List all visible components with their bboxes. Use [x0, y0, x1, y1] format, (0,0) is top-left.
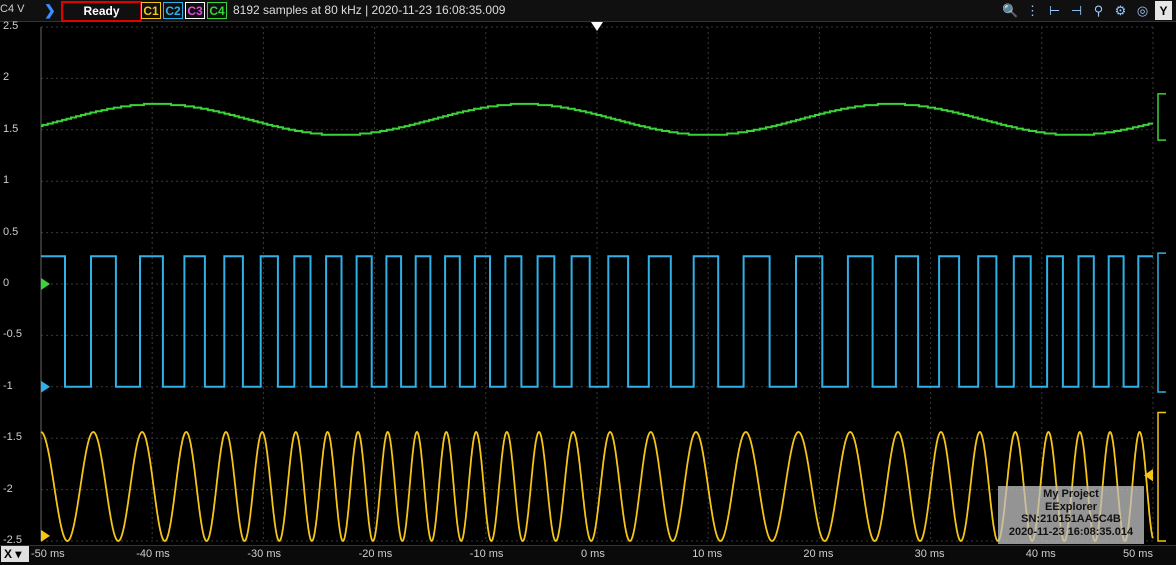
x-tick-label: -30 ms: [247, 548, 282, 560]
y-tick-label: 1.5: [3, 122, 19, 135]
c2-range-bracket: [1157, 252, 1166, 393]
y-tick-label: -1: [3, 379, 13, 392]
cursor-icon[interactable]: ⋮: [1026, 2, 1039, 18]
channel-c4-button[interactable]: C4: [207, 2, 227, 19]
acquisition-info: 8192 samples at 80 kHz | 2020-11-23 16:0…: [233, 3, 506, 17]
y-tick-label: -0.5: [3, 328, 22, 341]
c2-ground-marker-icon[interactable]: [41, 380, 50, 393]
trace-c2: [41, 255, 1153, 388]
zoom-in-icon[interactable]: 🔍: [1002, 2, 1019, 18]
traces: [40, 102, 1154, 542]
zoom-icon[interactable]: ⚲: [1093, 2, 1104, 18]
x-tick-label: -50 ms: [31, 548, 65, 560]
y-tick-label: -2.5: [3, 534, 22, 546]
channel-c1-button[interactable]: C1: [141, 2, 161, 19]
channel-c3-button[interactable]: C3: [185, 2, 205, 19]
target-icon[interactable]: ◎: [1136, 2, 1149, 18]
trace-c4: [41, 102, 1153, 136]
y-tick-label: 2.5: [3, 20, 19, 32]
toolbar: C4 V ❯ Ready C1 C2 C3 C4 8192 samples at…: [0, 0, 1176, 22]
x-tick-label: 0 ms: [581, 548, 605, 560]
x-tick-label: 50 ms: [1123, 548, 1153, 560]
device-watermark: My Project EExplorer SN:210151AA5C4B 202…: [998, 486, 1144, 544]
watermark-project: My Project: [1043, 488, 1099, 500]
channel-markers: [41, 22, 1166, 542]
x-selector-label: X: [4, 547, 13, 561]
trigger-marker-icon[interactable]: [591, 22, 603, 31]
watermark-app: EExplorer: [1045, 500, 1097, 513]
run-arrow-icon[interactable]: ❯: [44, 2, 56, 18]
plot-area[interactable]: [0, 22, 1176, 545]
channel-c2-button[interactable]: C2: [163, 2, 183, 19]
tool-group: 🔍 ⋮ ⊢ ⊣ ⚲ ⚙ ◎ Y: [1001, 1, 1172, 20]
x-tick-label: 40 ms: [1025, 548, 1056, 560]
x-tick-label: -40 ms: [136, 548, 170, 560]
c4-ground-marker-icon[interactable]: [41, 278, 50, 290]
measure-alt-icon[interactable]: ⊣: [1070, 2, 1083, 18]
x-tick-label: 20 ms: [803, 548, 834, 560]
trace-c1: [40, 430, 1154, 542]
x-axis-bar: [0, 545, 1176, 565]
y-tick-label: 0: [3, 277, 10, 289]
status-button[interactable]: Ready: [61, 1, 142, 22]
measure-icon[interactable]: ⊢: [1048, 2, 1061, 18]
y-tick-label: -2: [3, 482, 13, 495]
y-axis-label: C4 V: [0, 3, 25, 15]
y-axis-button[interactable]: Y: [1155, 1, 1172, 20]
x-tick-label: -10 ms: [469, 548, 504, 560]
watermark-timestamp: 2020-11-23 16:08:35.014: [1008, 525, 1134, 538]
x-axis-selector[interactable]: X ▾: [1, 546, 29, 562]
c1-range-bracket: [1157, 411, 1166, 542]
x-tick-label: 30 ms: [914, 548, 945, 560]
y-tick-label: 2: [3, 71, 10, 84]
c1-ground-marker-icon[interactable]: [41, 529, 50, 542]
y-tick-label: -1.5: [3, 431, 22, 444]
x-tick-label: -20 ms: [358, 548, 393, 560]
c4-range-bracket: [1157, 93, 1166, 141]
watermark-serial: SN:210151AA5C4B: [1021, 513, 1121, 525]
y-tick-label: 0.5: [3, 225, 19, 238]
x-tick-label: 10 ms: [692, 548, 723, 560]
y-tick-label: 1: [3, 174, 10, 187]
c1-trigger-level-icon[interactable]: [1144, 469, 1153, 482]
settings-icon[interactable]: ⚙: [1114, 2, 1127, 18]
